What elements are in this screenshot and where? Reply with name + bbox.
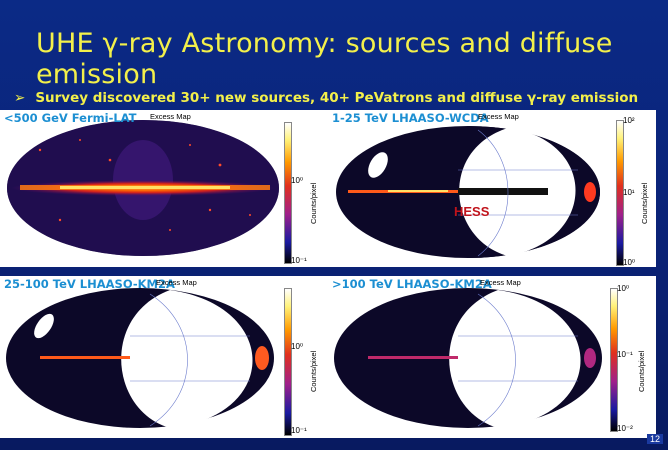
panel-label: 1-25 TeV LHAASO-WCDA xyxy=(332,111,489,125)
colorbar-tick-bottom: 10⁻² xyxy=(617,424,633,433)
sky-map-km2a-25-100 xyxy=(6,288,274,428)
colorbar-tick-mid: 10⁰ xyxy=(291,176,304,185)
panel-label: <500 GeV Fermi-LAT xyxy=(4,111,137,125)
panel-label: >100 TeV LHAASO-KM2A xyxy=(332,277,492,291)
slide-title: UHE γ-ray Astronomy: sources and diffuse… xyxy=(36,28,613,90)
panel-label: 25-100 TeV LHAASO-KM2A xyxy=(4,277,175,291)
map-title: Excess Map xyxy=(478,112,519,121)
bullet-text: Survey discovered 30+ new sources, 40+ P… xyxy=(35,90,639,106)
colorbar-unit: Counts/pixel xyxy=(309,350,318,392)
map-title: Excess Map xyxy=(156,278,197,287)
sky-map-fermi xyxy=(7,120,279,256)
colorbar xyxy=(610,288,618,432)
bullet-point: ➢ Survey discovered 30+ new sources, 40+ … xyxy=(14,90,638,106)
colorbar-tick-mid: 10¹ xyxy=(623,188,635,197)
sky-map-wcda xyxy=(336,126,600,258)
colorbar xyxy=(284,288,292,436)
panel-km2a-25-100: 25-100 TeV LHAASO-KM2A Excess Map 10⁰ 10… xyxy=(0,276,328,438)
map-title: Excess Map xyxy=(150,112,191,121)
page-number: 12 xyxy=(646,434,663,444)
colorbar-tick-mid: 10⁰ xyxy=(291,342,304,351)
colorbar-unit: Counts/pixel xyxy=(640,182,649,224)
colorbar xyxy=(616,120,624,266)
colorbar-tick-bottom: 10⁻¹ xyxy=(291,426,307,435)
map-title: Excess Map xyxy=(480,278,521,287)
panel-km2a-100: >100 TeV LHAASO-KM2A Excess Map 10⁰ 10⁻¹… xyxy=(328,276,656,438)
panel-wcda: 1-25 TeV LHAASO-WCDA Excess Map HESS 10²… xyxy=(328,110,656,267)
colorbar-tick-bottom: 10⁻¹ xyxy=(291,256,307,265)
colorbar xyxy=(284,122,292,264)
colorbar-tick-top: 10² xyxy=(623,116,635,125)
panel-fermi-lat: <500 GeV Fermi-LAT Excess Map 10⁰ 10⁻¹ C… xyxy=(0,110,328,267)
colorbar-unit: Counts/pixel xyxy=(309,182,318,224)
colorbar-tick-top: 10⁰ xyxy=(617,284,630,293)
colorbar-unit: Counts/pixel xyxy=(637,350,646,392)
bullet-arrow-icon: ➢ xyxy=(14,90,26,106)
sky-map-km2a-100 xyxy=(334,288,602,428)
colorbar-tick-mid: 10⁻¹ xyxy=(617,350,633,359)
colorbar-tick-bottom: 10⁰ xyxy=(623,258,636,267)
hess-label: HESS xyxy=(454,204,490,219)
